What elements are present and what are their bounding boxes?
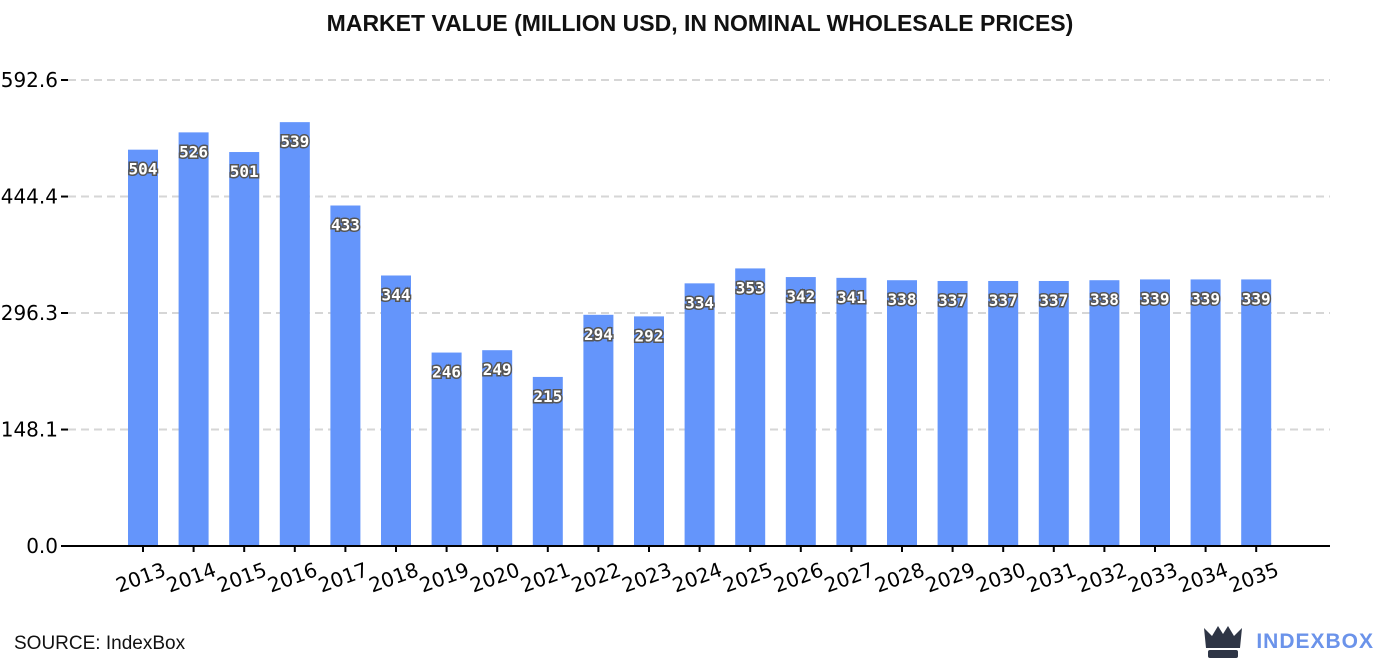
bar	[381, 275, 411, 546]
data-label: 342	[786, 287, 815, 306]
data-label: 539	[280, 132, 309, 151]
bar	[1190, 279, 1221, 546]
data-label: 504	[129, 160, 158, 179]
x-tick-label: 2019	[416, 557, 472, 597]
data-label: 338	[888, 290, 917, 309]
y-tick-label: 444.4	[1, 185, 58, 209]
x-tick-label: 2033	[1125, 557, 1181, 597]
bar	[583, 314, 614, 546]
bar	[1038, 280, 1069, 546]
bar	[735, 268, 766, 546]
x-tick-label: 2034	[1175, 557, 1231, 597]
data-label: 339	[1191, 289, 1220, 308]
brand-name: INDEXBOX	[1256, 630, 1374, 653]
data-label: 337	[989, 291, 1018, 310]
data-label: 526	[179, 142, 208, 161]
x-tick-label: 2014	[163, 557, 219, 597]
data-label: 433	[331, 216, 360, 235]
bar	[836, 277, 867, 546]
bar	[634, 316, 664, 546]
bar	[229, 152, 260, 546]
x-tick-label: 2032	[1074, 557, 1130, 597]
data-label: 337	[1039, 291, 1068, 310]
data-label: 246	[432, 363, 461, 382]
x-tick-label: 2020	[467, 557, 523, 597]
bar	[178, 132, 209, 546]
y-tick-label: 592.6	[1, 68, 58, 92]
x-tick-label: 2029	[922, 557, 978, 597]
data-label: 249	[483, 360, 512, 379]
data-label: 339	[1141, 289, 1170, 308]
bar	[532, 376, 563, 546]
bar	[1089, 280, 1120, 546]
x-tick-label: 2025	[720, 557, 776, 597]
x-tick-label: 2022	[568, 557, 624, 597]
data-label: 334	[685, 293, 714, 312]
x-tick-label: 2015	[214, 557, 270, 597]
data-label: 337	[938, 291, 967, 310]
x-tick-label: 2035	[1226, 557, 1282, 597]
bar-chart: 0.0148.1296.3444.4592.620132014201520162…	[1, 68, 1330, 597]
x-tick-label: 2026	[770, 557, 826, 597]
data-label: 341	[837, 288, 866, 307]
brand-logo[interactable]: INDEXBOX	[1202, 624, 1374, 660]
bar	[1140, 279, 1170, 546]
x-tick-label: 2030	[973, 557, 1029, 597]
bar	[330, 205, 361, 546]
indexbox-crown-icon	[1204, 626, 1243, 658]
bar	[887, 280, 917, 546]
x-tick-label: 2027	[821, 557, 877, 597]
data-label: 353	[736, 278, 765, 297]
x-tick-label: 2023	[619, 557, 675, 597]
data-label: 292	[635, 326, 664, 345]
x-tick-label: 2031	[1023, 557, 1079, 597]
bar	[431, 352, 462, 546]
x-tick-label: 2018	[366, 557, 422, 597]
bar	[279, 122, 310, 546]
data-label: 339	[1242, 289, 1271, 308]
x-tick-label: 2016	[264, 557, 320, 597]
bar	[128, 149, 158, 547]
x-tick-label: 2028	[872, 557, 928, 597]
bars	[128, 122, 1272, 547]
x-tick-label: 2021	[517, 557, 573, 597]
data-label: 294	[584, 325, 613, 344]
bar	[684, 283, 715, 546]
data-label: 501	[230, 162, 259, 181]
y-tick-label: 296.3	[1, 301, 58, 325]
data-label: 215	[533, 387, 562, 406]
data-label: 344	[382, 285, 411, 304]
bar	[1241, 279, 1272, 546]
data-label: 338	[1090, 290, 1119, 309]
bar	[937, 280, 968, 546]
data-labels: 504 526 501 539 433 344 246 249 215 294 292 334 353 3…	[127, 131, 1272, 408]
chart-title: MARKET VALUE (MILLION USD, IN NOMINAL WH…	[326, 10, 1074, 36]
bar	[988, 280, 1019, 546]
source-note: SOURCE: IndexBox	[14, 633, 186, 654]
y-tick-label: 148.1	[1, 418, 58, 442]
bar	[785, 277, 816, 546]
x-tick-label: 2017	[315, 557, 371, 597]
y-tick-label: 0.0	[26, 534, 58, 558]
bar	[482, 350, 513, 546]
x-tick-label: 2013	[113, 557, 169, 597]
x-tick-label: 2024	[669, 557, 725, 597]
